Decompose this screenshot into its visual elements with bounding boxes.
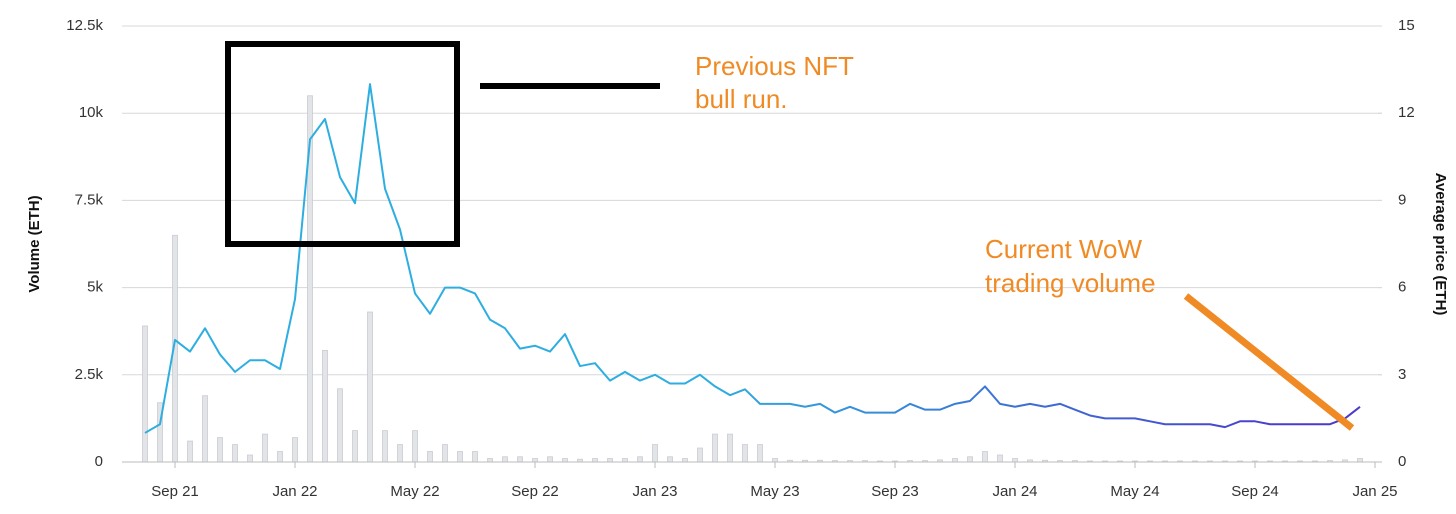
- bar: [262, 433, 268, 463]
- y2-tick-label: 6: [1398, 279, 1406, 296]
- bar: [682, 458, 688, 463]
- y-tick-label: 5k: [87, 279, 103, 296]
- highlight-box: [225, 41, 460, 247]
- x-tick-label: May 24: [1110, 483, 1159, 500]
- x-tick-label: May 23: [750, 483, 799, 500]
- bar: [502, 456, 508, 463]
- y2-tick-label: 9: [1398, 191, 1406, 208]
- bar: [532, 458, 538, 463]
- x-tick-label: May 22: [390, 483, 439, 500]
- x-tick-label: Sep 22: [511, 483, 559, 500]
- bar: [427, 451, 433, 463]
- y2-tick-label: 3: [1398, 366, 1406, 383]
- bar: [1012, 458, 1018, 463]
- bar: [727, 433, 733, 463]
- annotation: bull run.: [695, 84, 788, 114]
- annotation: Current WoW: [985, 234, 1142, 264]
- bar: [592, 458, 598, 463]
- bar: [547, 456, 553, 463]
- bar: [367, 311, 373, 463]
- x-tick-label: Jan 22: [272, 483, 317, 500]
- bar: [997, 454, 1003, 463]
- price-line: [144, 83, 1361, 434]
- y2-tick-label: 15: [1398, 17, 1415, 34]
- bar: [397, 444, 403, 463]
- bar: [352, 430, 358, 463]
- bar: [622, 458, 628, 463]
- bar: [337, 388, 343, 463]
- bar: [382, 430, 388, 463]
- y-tick-label: 2.5k: [75, 366, 104, 383]
- y-tick-label: 12.5k: [66, 17, 103, 34]
- annotation: Previous NFT: [695, 51, 854, 81]
- bar: [757, 444, 763, 463]
- bar: [412, 430, 418, 463]
- bar: [652, 444, 658, 463]
- pointer-arrow: [1183, 293, 1355, 431]
- x-tick-label: Sep 24: [1231, 483, 1279, 500]
- bar: [472, 451, 478, 463]
- bar: [712, 433, 718, 463]
- bar: [697, 447, 703, 463]
- bar: [772, 458, 778, 463]
- bar: [982, 451, 988, 463]
- bar: [487, 458, 493, 463]
- bar: [967, 456, 973, 463]
- y-tick-label: 0: [95, 453, 103, 470]
- y-tick-label: 10k: [79, 104, 104, 121]
- y2-axis-title: Average price (ETH): [1432, 173, 1449, 316]
- annotation: trading volume: [985, 268, 1156, 298]
- bar: [187, 440, 193, 463]
- bar: [202, 395, 208, 463]
- y-tick-label: 7.5k: [75, 191, 104, 208]
- bar: [457, 451, 463, 463]
- bar: [322, 349, 328, 463]
- bar: [442, 444, 448, 463]
- bar: [247, 454, 253, 463]
- bar: [607, 458, 613, 463]
- bar: [142, 325, 148, 463]
- bar: [742, 444, 748, 463]
- bar: [217, 437, 223, 463]
- bar: [667, 456, 673, 463]
- bar: [232, 444, 238, 463]
- bar: [277, 451, 283, 463]
- x-tick-label: Jan 23: [632, 483, 677, 500]
- bar: [637, 456, 643, 463]
- y2-tick-label: 12: [1398, 104, 1415, 121]
- bar: [562, 458, 568, 463]
- x-tick-label: Jan 24: [992, 483, 1037, 500]
- x-tick-label: Jan 25: [1352, 483, 1397, 500]
- y-axis-title: Volume (ETH): [26, 195, 43, 292]
- bar: [1357, 458, 1363, 463]
- x-tick-label: Sep 21: [151, 483, 199, 500]
- bar: [517, 456, 523, 463]
- bar: [292, 437, 298, 463]
- y2-tick-label: 0: [1398, 453, 1406, 470]
- x-tick-label: Sep 23: [871, 483, 919, 500]
- bar: [952, 458, 958, 463]
